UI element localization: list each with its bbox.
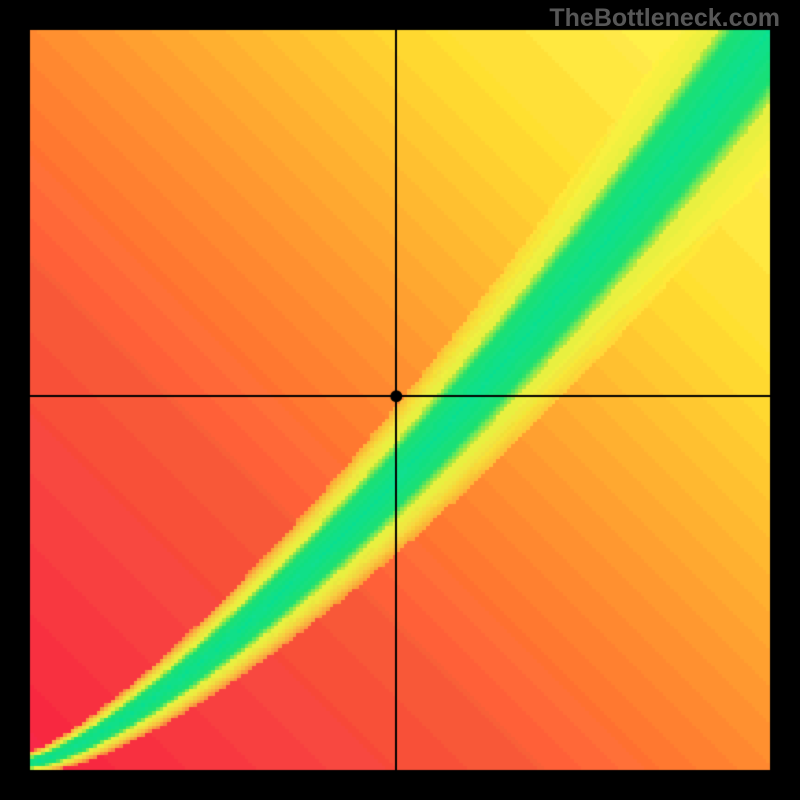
bottleneck-heatmap [0,0,800,800]
watermark-text: TheBottleneck.com [549,4,780,33]
